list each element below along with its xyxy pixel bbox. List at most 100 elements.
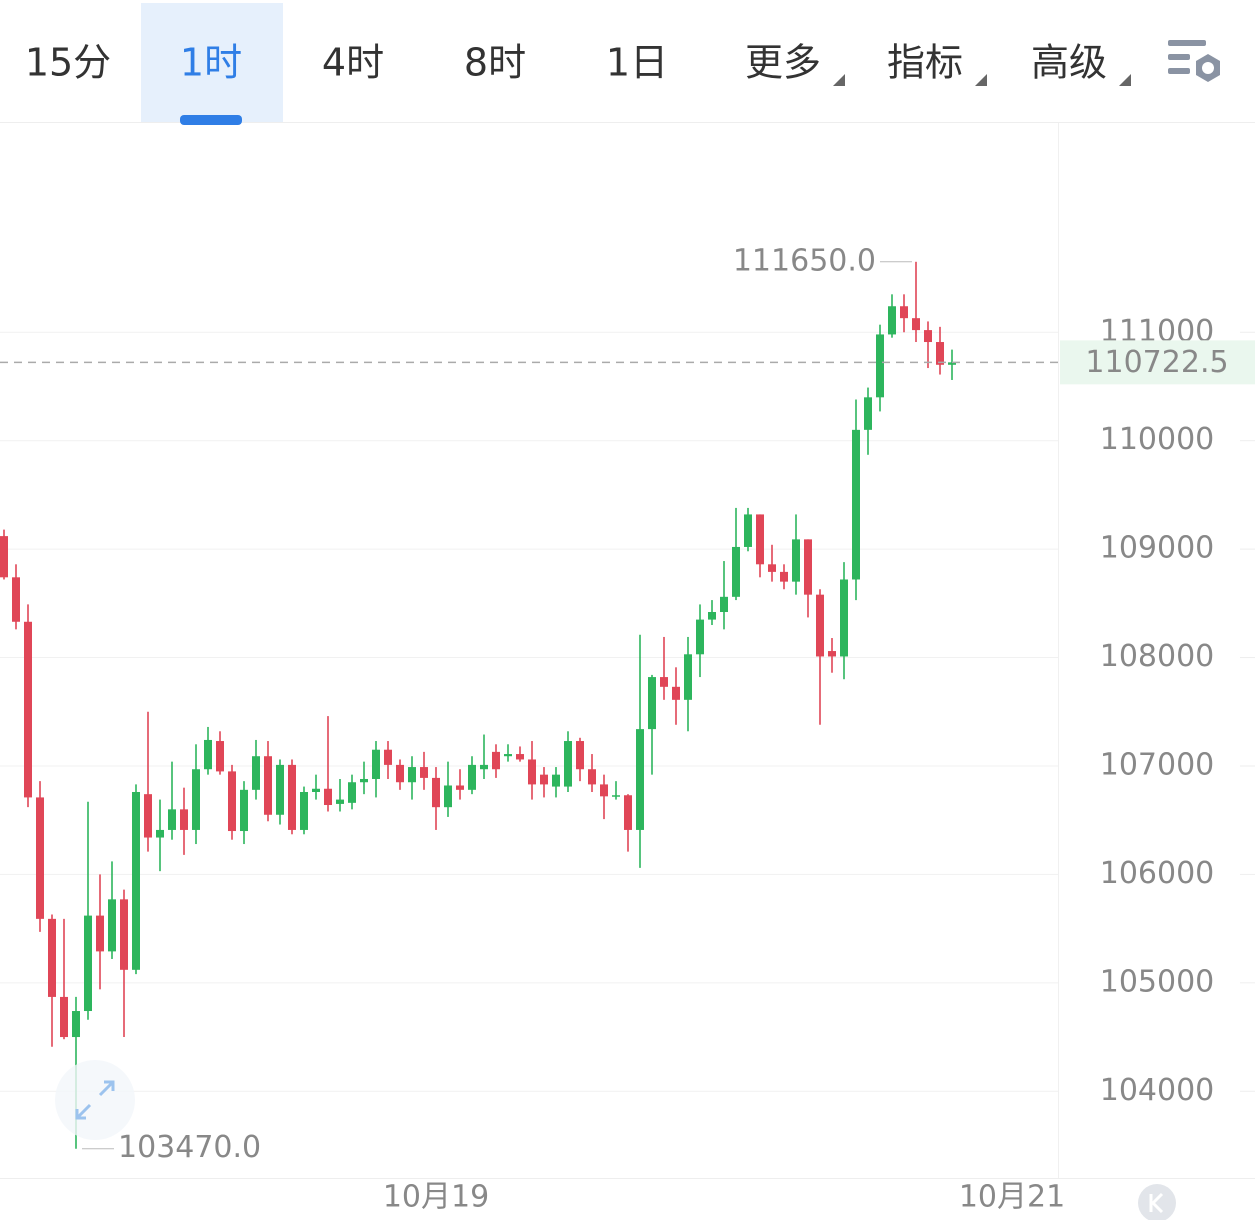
candle-body [900, 306, 908, 319]
candle-body [696, 619, 704, 655]
candle-body [792, 539, 800, 582]
candle-body [456, 785, 464, 790]
tab[interactable]: 4时 [322, 41, 384, 85]
candle-body [312, 788, 320, 792]
candle-body [876, 334, 884, 398]
candle-body [888, 306, 896, 335]
candle-body [372, 749, 380, 779]
candle-body [936, 342, 944, 365]
last-price-tag [1060, 340, 1255, 385]
low-label: 103470.0 [118, 1130, 261, 1165]
candle-body [576, 741, 584, 770]
expand-button[interactable] [55, 1060, 135, 1140]
candle-body [516, 754, 524, 760]
y-tick-label: 106000 [1100, 856, 1215, 891]
candle-body [120, 899, 128, 970]
candle-body [204, 739, 212, 770]
tab[interactable]: 1日 [606, 41, 668, 85]
icon-bar [1168, 40, 1206, 46]
dropdown-caret [833, 74, 845, 86]
icon-bar [1168, 54, 1190, 60]
candle-body [720, 596, 728, 613]
y-tick-label: 110000 [1100, 422, 1215, 457]
candle-body [540, 774, 548, 785]
candle-body [600, 784, 608, 797]
candle-body [132, 791, 140, 970]
candle-body [108, 899, 116, 952]
candle-body [36, 797, 44, 919]
candle-body [396, 764, 404, 783]
last-price-label: 110722.5 [1085, 345, 1228, 380]
candle-body [828, 651, 836, 657]
candle-body [192, 769, 200, 830]
icon-bar [1168, 68, 1190, 74]
candle-body [480, 764, 488, 770]
candle-body [924, 330, 932, 343]
candle-body [648, 677, 656, 730]
y-tick-label: 108000 [1100, 639, 1215, 674]
candle-body [780, 571, 788, 582]
dropdown-caret [975, 74, 987, 86]
candle-body [528, 759, 536, 785]
candle-body [840, 579, 848, 657]
y-tick-label: 107000 [1100, 747, 1215, 782]
candle-body [12, 577, 20, 622]
tab[interactable]: 8时 [464, 41, 526, 85]
icon-hole [1202, 62, 1214, 74]
candle-body [732, 546, 740, 597]
expand-bg [55, 1060, 135, 1140]
candle-body [300, 791, 308, 830]
chart: 104000 105000 106000 107000 108000 109000 1100… [0, 123, 1255, 1215]
active-tab-indicator [180, 115, 242, 125]
candle-body [504, 754, 512, 757]
settings-icon[interactable] [1168, 40, 1220, 82]
x-tick-label: 10月21 [959, 1180, 1065, 1215]
candle-body [468, 764, 476, 790]
tab[interactable]: 15分 [25, 41, 111, 85]
tab[interactable]: 更多 [745, 41, 821, 85]
candle-body [768, 564, 776, 572]
kline-glyph [1149, 1192, 1164, 1214]
candle-body [360, 778, 368, 783]
candle-body [552, 774, 560, 787]
candle-body [636, 729, 644, 830]
candle-body [672, 686, 680, 700]
kline-button[interactable] [1138, 1184, 1176, 1222]
candle-body [420, 767, 428, 778]
y-tick-label: 105000 [1100, 964, 1215, 999]
candle-body [0, 536, 8, 578]
candle-body [660, 677, 668, 687]
y-tick-label: 109000 [1100, 531, 1215, 566]
candle-body [588, 769, 596, 785]
candle-body [276, 764, 284, 815]
candle-body [324, 788, 332, 806]
candle-body [756, 514, 764, 565]
candle-body [444, 785, 452, 808]
tab[interactable]: 1时 [180, 41, 242, 85]
candle-body [264, 756, 272, 815]
candle-body [228, 771, 236, 832]
candle-body [168, 809, 176, 830]
candle-body [564, 741, 572, 787]
candle-body [72, 1011, 80, 1038]
tab-bar: 15分 1时 4时 8时 1日 更多 指标 高级 [0, 3, 1255, 125]
candle-body [684, 654, 692, 700]
candle-body [288, 764, 296, 830]
active-tab-bg [141, 3, 283, 122]
candle-body [252, 756, 260, 790]
dropdown-caret [1119, 74, 1131, 86]
candle-body [156, 829, 164, 838]
y-tick-label: 104000 [1100, 1073, 1215, 1108]
tab[interactable]: 指标 [887, 41, 963, 85]
candle-body [912, 318, 920, 331]
candle-body [744, 514, 752, 547]
candle-body [84, 915, 92, 1012]
tab[interactable]: 高级 [1031, 41, 1107, 85]
candle-body [60, 996, 68, 1038]
candle-body [432, 777, 440, 808]
candle-body [384, 749, 392, 765]
candle-body [144, 794, 152, 838]
candle-body [180, 809, 188, 830]
